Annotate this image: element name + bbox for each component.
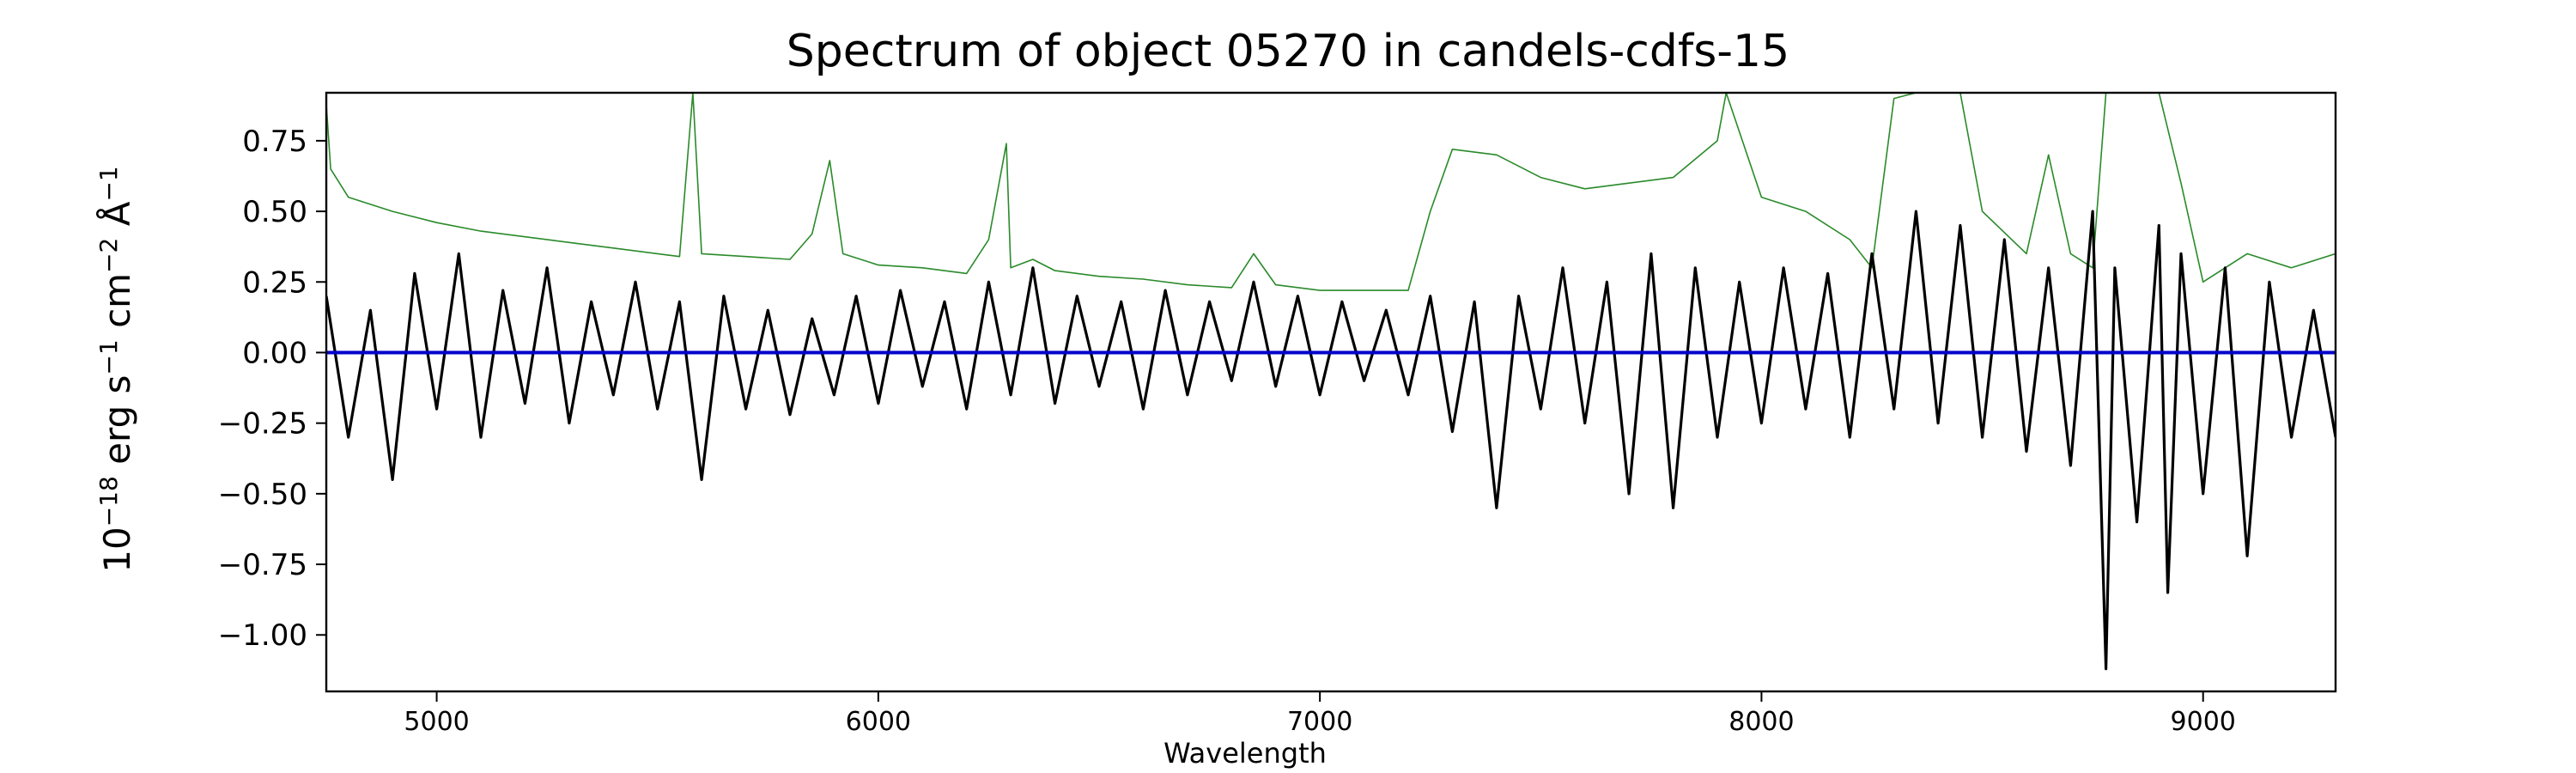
- x-tick-label: 9000: [2171, 707, 2236, 737]
- y-tick-label: −0.50: [218, 478, 307, 512]
- chart-title: Spectrum of object 05270 in candels-cdfs…: [786, 26, 1790, 77]
- y-tick-label: −0.75: [218, 548, 307, 582]
- plot-frame: [325, 91, 2337, 693]
- y-axis-label: 10−18 erg s−1 cm−2 Å−1: [94, 69, 146, 670]
- series-layer: [326, 93, 2336, 671]
- x-tick-label: 8000: [1728, 707, 1794, 737]
- y-tick-label: 0.50: [242, 195, 307, 229]
- y-tick-label: 0.75: [242, 125, 307, 159]
- y-axis-label-unit2: cm: [96, 272, 138, 340]
- x-tick-label: 6000: [846, 707, 911, 737]
- series-line-error: [326, 93, 2336, 291]
- y-axis-label-unit3: Å: [96, 201, 138, 238]
- axes-layer: 5000 6000 7000 8000 9000 0.75 0.50 0.25 0.00 −0.2…: [218, 91, 2337, 737]
- y-axis-label-exp3: −2: [94, 237, 123, 273]
- y-tick-label: 0.25: [242, 265, 307, 300]
- y-axis-label-exp4: −1: [94, 166, 123, 202]
- y-tick-label: 0.00: [242, 336, 307, 370]
- y-axis-label-exp: −18: [94, 476, 123, 527]
- series-line-flux: [326, 210, 2336, 671]
- x-axis-label: Wavelength: [1163, 737, 1327, 770]
- y-axis-label-unit1: erg s: [96, 374, 138, 477]
- y-tick-label: −0.25: [218, 407, 307, 441]
- y-axis-label-base: 10: [96, 526, 138, 573]
- x-tick-label: 7000: [1287, 707, 1352, 737]
- x-tick-label: 5000: [404, 707, 469, 737]
- y-tick-label: −1.00: [218, 618, 307, 653]
- y-axis-label-exp2: −1: [94, 339, 123, 375]
